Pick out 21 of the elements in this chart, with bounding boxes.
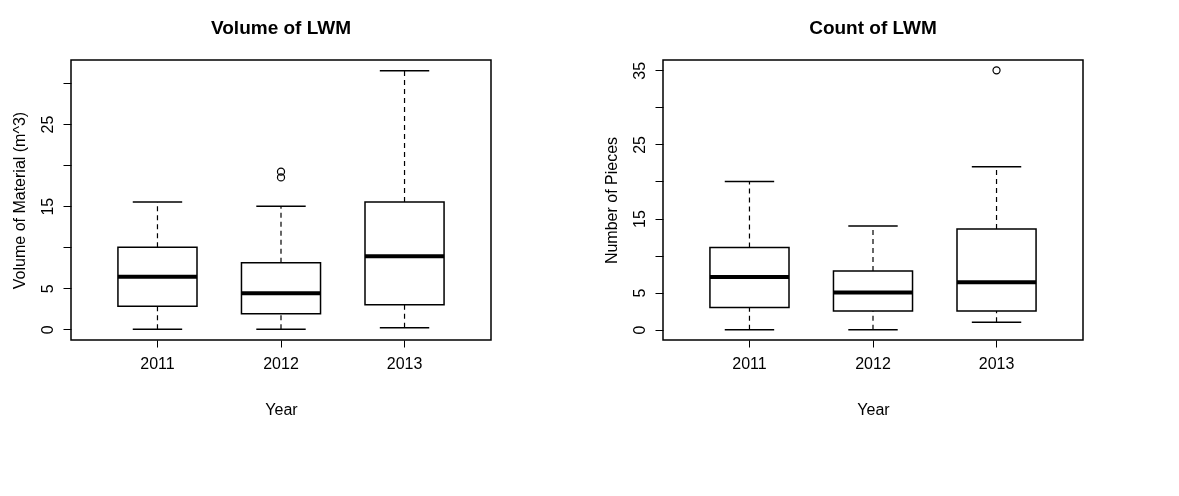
x-tick-label: 2011 <box>732 354 767 372</box>
y-tick-label: 0 <box>630 325 648 335</box>
chart-title: Count of LWM <box>809 17 937 38</box>
chart-title: Volume of LWM <box>210 17 352 38</box>
x-tick-label: 2013 <box>978 354 1015 372</box>
y-tick-label: 35 <box>630 61 648 80</box>
y-tick-label: 15 <box>38 197 56 216</box>
y-axis-title: Volume of Material (m^3) <box>10 111 28 290</box>
x-axis-title: Year <box>265 400 299 418</box>
y-tick-label: 0 <box>38 325 56 335</box>
y-tick-label: 25 <box>630 135 648 154</box>
y-tick-label: 25 <box>38 115 56 134</box>
x-tick-label: 2012 <box>855 354 891 372</box>
y-axis-title: Number of Pieces <box>602 136 620 265</box>
x-tick-label: 2011 <box>140 354 175 372</box>
x-tick-label: 2013 <box>386 354 423 372</box>
y-tick-label: 15 <box>630 210 648 228</box>
y-tick-label: 5 <box>38 284 56 294</box>
x-axis-title: Year <box>857 400 891 418</box>
x-tick-label: 2012 <box>263 354 299 372</box>
y-tick-label: 5 <box>630 288 648 298</box>
